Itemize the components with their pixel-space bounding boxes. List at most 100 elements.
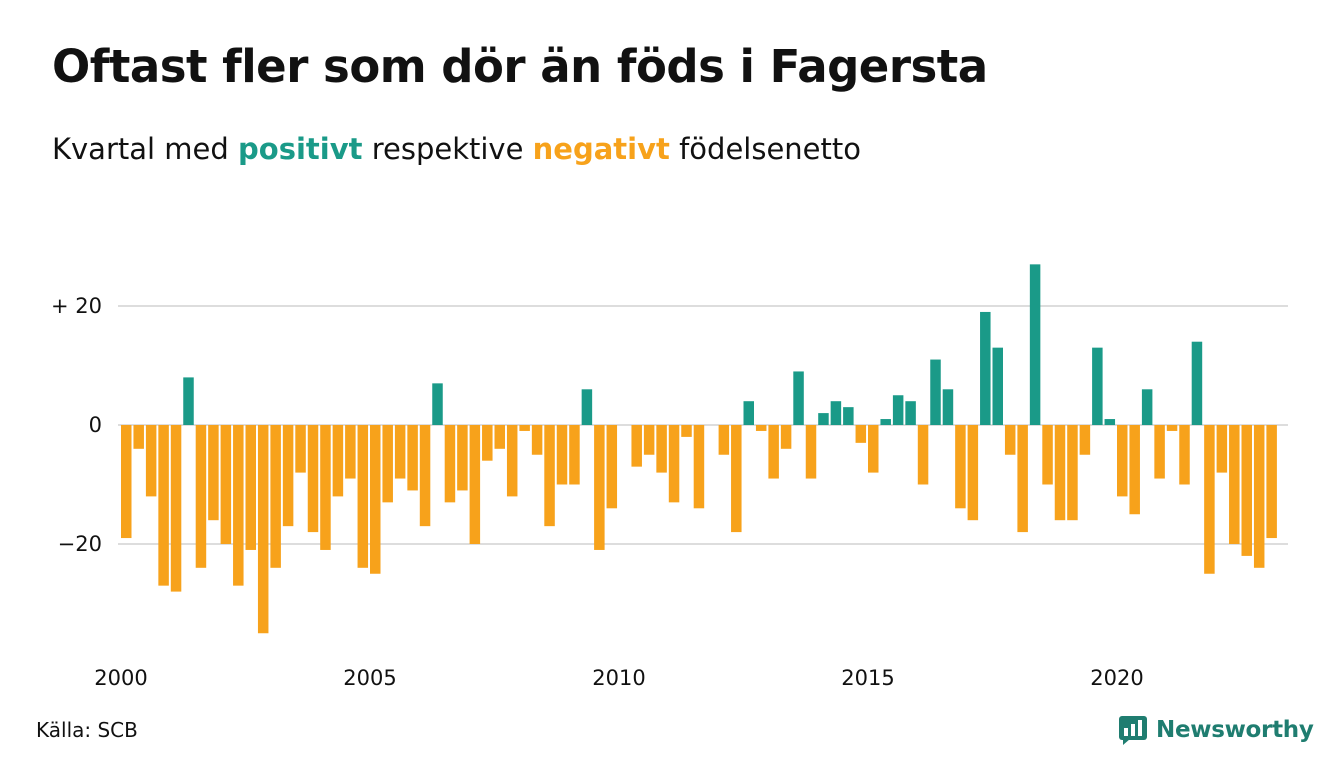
- bar-14: [295, 425, 306, 473]
- brand-logo: Newsworthy: [1118, 713, 1314, 747]
- bars: [121, 264, 1277, 634]
- bar-46: [693, 425, 705, 509]
- bar-80: [1117, 425, 1128, 497]
- bar-30: [494, 425, 505, 449]
- bar-68: [967, 425, 979, 521]
- bar-62: [892, 395, 904, 425]
- x-tick-label: 2015: [841, 666, 894, 690]
- bar-77: [1079, 425, 1091, 455]
- bar-16: [320, 425, 331, 550]
- bar-84: [1166, 425, 1178, 431]
- bar-35: [556, 425, 568, 485]
- x-tick-label: 2010: [592, 666, 645, 690]
- bar-41: [631, 425, 642, 467]
- bar-45: [681, 425, 692, 437]
- bar-7: [208, 425, 219, 521]
- bar-70: [992, 347, 1003, 425]
- bar-3: [158, 425, 169, 586]
- bar-37: [581, 389, 593, 425]
- bar-18: [345, 425, 356, 479]
- bar-91: [1253, 425, 1265, 568]
- bar-50: [743, 401, 754, 425]
- bar-65: [930, 359, 941, 425]
- x-tick-label: 2000: [94, 666, 147, 690]
- bar-52: [768, 425, 779, 479]
- bar-17: [332, 425, 344, 497]
- subtitle-text-middle: respektive: [362, 132, 533, 166]
- bar-4: [170, 425, 182, 592]
- bar-75: [1054, 425, 1066, 521]
- bar-55: [805, 425, 817, 479]
- bar-27: [457, 425, 468, 491]
- subtitle-positive-label: positivt: [238, 132, 363, 166]
- y-tick-label: −20: [58, 532, 102, 556]
- bar-74: [1042, 425, 1053, 485]
- bar-61: [880, 419, 891, 425]
- x-tick-label: 2020: [1090, 666, 1143, 690]
- bar-24: [419, 425, 431, 527]
- bar-28: [469, 425, 481, 544]
- bar-1: [133, 425, 144, 449]
- brand-name: Newsworthy: [1156, 717, 1314, 743]
- x-tick-label: 2005: [343, 666, 396, 690]
- bar-26: [444, 425, 456, 503]
- bar-5: [183, 377, 194, 425]
- bar-69: [980, 311, 991, 425]
- bar-72: [1017, 425, 1028, 533]
- bar-57: [830, 401, 842, 425]
- bar-38: [594, 425, 605, 550]
- bar-90: [1241, 425, 1252, 556]
- source-note: Källa: SCB: [36, 718, 138, 742]
- bar-10: [245, 425, 256, 550]
- bar-85: [1179, 425, 1190, 485]
- bar-86: [1191, 341, 1203, 425]
- bar-73: [1029, 264, 1041, 425]
- bar-83: [1154, 425, 1165, 479]
- bar-23: [407, 425, 418, 491]
- bar-9: [233, 425, 244, 586]
- bar-29: [482, 425, 493, 461]
- bar-chart: + 20 0 −20 2000 2005 2010 2015 2020: [51, 264, 1288, 690]
- chart-title: Oftast fler som dör än föds i Fagersta: [52, 40, 988, 93]
- bar-20: [370, 425, 381, 574]
- bar-13: [282, 425, 294, 527]
- bar-58: [843, 407, 854, 425]
- bar-21: [382, 425, 393, 503]
- bar-59: [855, 425, 867, 443]
- bar-82: [1141, 389, 1153, 425]
- subtitle-text-before: Kvartal med: [52, 132, 239, 166]
- bar-43: [656, 425, 667, 473]
- bar-48: [718, 425, 730, 455]
- bar-60: [868, 425, 879, 473]
- bar-49: [731, 425, 742, 533]
- bar-25: [432, 383, 443, 425]
- bar-63: [905, 401, 916, 425]
- bar-92: [1266, 425, 1277, 539]
- bar-53: [780, 425, 792, 449]
- bar-42: [643, 425, 655, 455]
- y-tick-label: + 20: [51, 294, 102, 318]
- bar-36: [569, 425, 580, 485]
- bar-33: [531, 425, 543, 455]
- bar-67: [955, 425, 966, 509]
- bar-39: [606, 425, 618, 509]
- bar-76: [1067, 425, 1078, 521]
- subtitle-negative-label: negativt: [532, 132, 670, 166]
- bar-87: [1204, 425, 1215, 574]
- bar-19: [357, 425, 369, 568]
- bar-54: [793, 371, 804, 425]
- bar-34: [544, 425, 555, 527]
- bar-71: [1004, 425, 1016, 455]
- bar-51: [755, 425, 767, 431]
- bar-56: [818, 413, 829, 425]
- bar-15: [307, 425, 319, 533]
- bar-89: [1229, 425, 1240, 544]
- bar-81: [1129, 425, 1140, 515]
- bar-6: [195, 425, 207, 568]
- bar-12: [270, 425, 281, 568]
- bar-0: [121, 425, 132, 539]
- x-axis-labels: 2000 2005 2010 2015 2020: [94, 666, 1143, 690]
- bar-32: [519, 425, 530, 431]
- bar-8: [220, 425, 232, 544]
- bar-44: [668, 425, 680, 503]
